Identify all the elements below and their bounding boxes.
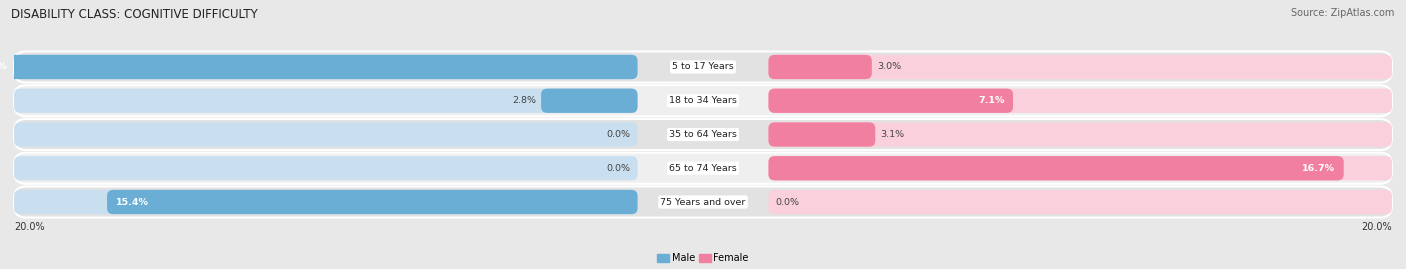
Text: 20.0%: 20.0%: [14, 222, 45, 232]
FancyBboxPatch shape: [769, 190, 1392, 214]
FancyBboxPatch shape: [14, 119, 1392, 150]
Text: 0.0%: 0.0%: [606, 130, 631, 139]
Text: 35 to 64 Years: 35 to 64 Years: [669, 130, 737, 139]
Text: 0.0%: 0.0%: [775, 197, 800, 207]
Text: DISABILITY CLASS: COGNITIVE DIFFICULTY: DISABILITY CLASS: COGNITIVE DIFFICULTY: [11, 8, 257, 21]
Text: 15.4%: 15.4%: [115, 197, 149, 207]
FancyBboxPatch shape: [14, 190, 637, 214]
FancyBboxPatch shape: [14, 55, 637, 79]
Legend: Male, Female: Male, Female: [654, 250, 752, 267]
FancyBboxPatch shape: [14, 89, 637, 113]
Text: 7.1%: 7.1%: [979, 96, 1004, 105]
Text: 0.0%: 0.0%: [606, 164, 631, 173]
FancyBboxPatch shape: [769, 55, 1392, 79]
Text: 2.8%: 2.8%: [512, 96, 536, 105]
Text: 18 to 34 Years: 18 to 34 Years: [669, 96, 737, 105]
FancyBboxPatch shape: [14, 122, 637, 147]
FancyBboxPatch shape: [14, 186, 1392, 218]
FancyBboxPatch shape: [14, 85, 1392, 116]
FancyBboxPatch shape: [107, 190, 637, 214]
FancyBboxPatch shape: [769, 122, 875, 147]
Text: 75 Years and over: 75 Years and over: [661, 197, 745, 207]
Text: 16.7%: 16.7%: [1302, 164, 1336, 173]
FancyBboxPatch shape: [14, 51, 1392, 83]
FancyBboxPatch shape: [14, 153, 1392, 184]
Text: Source: ZipAtlas.com: Source: ZipAtlas.com: [1291, 8, 1395, 18]
FancyBboxPatch shape: [769, 89, 1392, 113]
Text: 19.5%: 19.5%: [0, 62, 7, 72]
Text: 65 to 74 Years: 65 to 74 Years: [669, 164, 737, 173]
Text: 20.0%: 20.0%: [1361, 222, 1392, 232]
FancyBboxPatch shape: [769, 89, 1012, 113]
FancyBboxPatch shape: [541, 89, 637, 113]
FancyBboxPatch shape: [769, 156, 1344, 180]
Text: 3.0%: 3.0%: [877, 62, 901, 72]
FancyBboxPatch shape: [769, 156, 1392, 180]
FancyBboxPatch shape: [14, 156, 637, 180]
FancyBboxPatch shape: [769, 55, 872, 79]
Text: 5 to 17 Years: 5 to 17 Years: [672, 62, 734, 72]
FancyBboxPatch shape: [769, 122, 1392, 147]
FancyBboxPatch shape: [0, 55, 637, 79]
Text: 3.1%: 3.1%: [880, 130, 904, 139]
